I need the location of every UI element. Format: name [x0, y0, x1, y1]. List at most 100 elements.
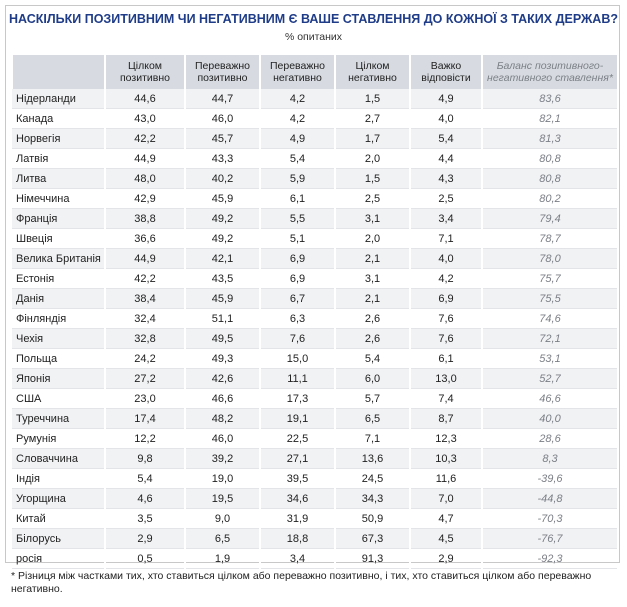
value-cell: 19,5 [184, 488, 260, 509]
value-cell: 6,1 [259, 188, 335, 209]
table-row: Швеція 36,6 49,2 5,1 2,0 7,1 78,7 [12, 228, 617, 249]
value-cell: 6,5 [334, 408, 410, 429]
country-cell: Франція [12, 208, 105, 229]
value-cell: 74,6 [481, 308, 617, 329]
country-cell: Японія [12, 368, 105, 389]
value-cell: 42,9 [104, 188, 185, 209]
value-cell: 32,8 [104, 328, 185, 349]
value-cell: -92,3 [481, 548, 617, 569]
value-cell: 45,9 [184, 188, 260, 209]
value-cell: 8,3 [481, 448, 617, 469]
value-cell: 7,6 [409, 328, 482, 349]
table-row: Нідерланди 44,6 44,7 4,2 1,5 4,9 83,6 [12, 89, 617, 109]
value-cell: 2,9 [409, 548, 482, 569]
value-cell: 31,9 [259, 508, 335, 529]
value-cell: 4,2 [259, 89, 335, 109]
value-cell: 44,9 [104, 148, 185, 169]
value-cell: 1,9 [184, 548, 260, 569]
table-row: Китай 3,5 9,0 31,9 50,9 4,7 -70,3 [12, 508, 617, 529]
footnote: * Різниця між частками тих, хто ставитьс… [11, 570, 592, 595]
value-cell: 4,0 [409, 108, 482, 129]
table-row: Велика Британія 44,9 42,1 6,9 2,1 4,0 78,0 [12, 248, 617, 269]
country-cell: росія [12, 548, 105, 569]
value-cell: 53,1 [481, 348, 617, 369]
country-cell: Польща [12, 348, 105, 369]
table-row: Японія 27,2 42,6 11,1 6,0 13,0 52,7 [12, 368, 617, 389]
value-cell: 46,6 [481, 388, 617, 409]
country-cell: Естонія [12, 268, 105, 289]
value-cell: 2,0 [334, 148, 410, 169]
country-cell: Китай [12, 508, 105, 529]
table-row: Данія 38,4 45,9 6,7 2,1 6,9 75,5 [12, 288, 617, 309]
value-cell: 83,6 [481, 89, 617, 109]
country-cell: Велика Британія [12, 248, 105, 269]
table-row: США 23,0 46,6 17,3 5,7 7,4 46,6 [12, 388, 617, 409]
country-cell: Данія [12, 288, 105, 309]
value-cell: 5,5 [259, 208, 335, 229]
value-cell: 43,3 [184, 148, 260, 169]
value-cell: 12,2 [104, 428, 185, 449]
header-cell: Баланс позитивного-негативного ставлення… [481, 55, 617, 89]
value-cell: 2,6 [334, 308, 410, 329]
value-cell: 12,3 [409, 428, 482, 449]
value-cell: 43,0 [104, 108, 185, 129]
value-cell: 27,1 [259, 448, 335, 469]
value-cell: 50,9 [334, 508, 410, 529]
subtitle: % опитаних [284, 31, 343, 43]
value-cell: 34,6 [259, 488, 335, 509]
value-cell: 2,6 [334, 328, 410, 349]
country-cell: Швеція [12, 228, 105, 249]
value-cell: 42,6 [184, 368, 260, 389]
value-cell: 4,9 [409, 89, 482, 109]
value-cell: 7,1 [409, 228, 482, 249]
value-cell: 32,4 [104, 308, 185, 329]
value-cell: 19,0 [184, 468, 260, 489]
value-cell: 4,3 [409, 168, 482, 189]
value-cell: 24,2 [104, 348, 185, 369]
value-cell: 4,5 [409, 528, 482, 549]
value-cell: 7,0 [409, 488, 482, 509]
value-cell: 36,6 [104, 228, 185, 249]
value-cell: 10,3 [409, 448, 482, 469]
value-cell: 6,9 [259, 268, 335, 289]
value-cell: 39,2 [184, 448, 260, 469]
table-row: Польща 24,2 49,3 15,0 5,4 6,1 53,1 [12, 348, 617, 369]
table-row: Білорусь 2,9 6,5 18,8 67,3 4,5 -76,7 [12, 528, 617, 549]
country-cell: Туреччина [12, 408, 105, 429]
value-cell: 11,1 [259, 368, 335, 389]
value-cell: 6,9 [409, 288, 482, 309]
value-cell: 34,3 [334, 488, 410, 509]
value-cell: 5,1 [259, 228, 335, 249]
country-cell: Індія [12, 468, 105, 489]
value-cell: 79,4 [481, 208, 617, 229]
value-cell: 48,0 [104, 168, 185, 189]
value-cell: -44,8 [481, 488, 617, 509]
value-cell: 9,0 [184, 508, 260, 529]
value-cell: 3,1 [334, 268, 410, 289]
value-cell: 15,0 [259, 348, 335, 369]
value-cell: 75,7 [481, 268, 617, 289]
value-cell: -70,3 [481, 508, 617, 529]
value-cell: 7,1 [334, 428, 410, 449]
value-cell: 44,9 [104, 248, 185, 269]
value-cell: 5,4 [334, 348, 410, 369]
table-row: Естонія 42,2 43,5 6,9 3,1 4,2 75,7 [12, 268, 617, 289]
value-cell: 2,1 [334, 288, 410, 309]
value-cell: 72,1 [481, 328, 617, 349]
value-cell: 2,5 [409, 188, 482, 209]
value-cell: 5,4 [104, 468, 185, 489]
header-cell: Переважно негативно [259, 55, 335, 89]
value-cell: 2,9 [104, 528, 185, 549]
country-cell: Чехія [12, 328, 105, 349]
table-row: Норвегія 42,2 45,7 4,9 1,7 5,4 81,3 [12, 128, 617, 149]
table-row: Словаччина 9,8 39,2 27,1 13,6 10,3 8,3 [12, 448, 617, 469]
value-cell: 6,9 [259, 248, 335, 269]
title: НАСКІЛЬКИ ПОЗИТИВНИМ ЧИ НЕГАТИВНИМ Є ВАШ… [9, 12, 618, 26]
value-cell: 4,2 [259, 108, 335, 129]
value-cell: 42,2 [104, 128, 185, 149]
value-cell: 6,1 [409, 348, 482, 369]
value-cell: 2,1 [334, 248, 410, 269]
value-cell: 7,6 [259, 328, 335, 349]
header-cell [11, 55, 105, 89]
table-row: Фінляндія 32,4 51,1 6,3 2,6 7,6 74,6 [12, 308, 617, 329]
